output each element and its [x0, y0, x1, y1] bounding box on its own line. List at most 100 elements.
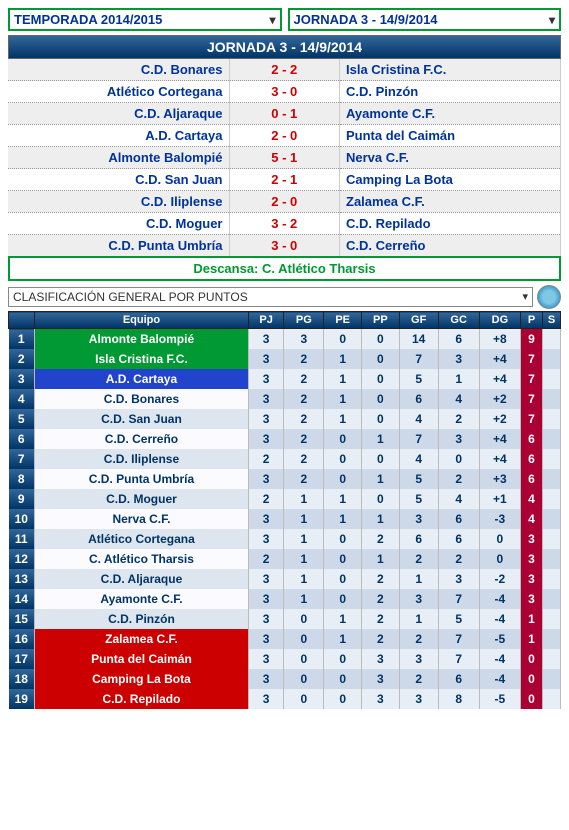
pj-cell: 2	[248, 549, 283, 569]
home-team[interactable]: C.D. San Juan	[8, 169, 229, 191]
team-cell[interactable]: Atlético Cortegana	[35, 529, 249, 549]
away-team[interactable]: Isla Cristina F.C.	[340, 59, 561, 81]
col-gc[interactable]: GC	[438, 312, 479, 329]
gc-cell: 3	[438, 349, 479, 369]
season-select[interactable]: TEMPORADA 2014/2015	[8, 8, 282, 31]
home-team[interactable]: C.D. Iliplense	[8, 191, 229, 213]
globe-icon[interactable]	[537, 285, 561, 309]
pe-cell: 0	[324, 569, 362, 589]
team-cell[interactable]: Nerva C.F.	[35, 509, 249, 529]
team-cell[interactable]: Zalamea C.F.	[35, 629, 249, 649]
pp-cell: 2	[362, 609, 400, 629]
score[interactable]: 2 - 1	[229, 169, 340, 191]
gf-cell: 5	[399, 489, 438, 509]
team-cell[interactable]: Punta del Caimán	[35, 649, 249, 669]
score[interactable]: 2 - 0	[229, 191, 340, 213]
pj-cell: 3	[248, 389, 283, 409]
team-cell[interactable]: Almonte Balompié	[35, 329, 249, 350]
team-cell[interactable]: C.D. Moguer	[35, 489, 249, 509]
pos-cell: 9	[9, 489, 35, 509]
away-team[interactable]: C.D. Repilado	[340, 213, 561, 235]
away-team[interactable]: Ayamonte C.F.	[340, 103, 561, 125]
team-cell[interactable]: C.D. San Juan	[35, 409, 249, 429]
col-pg[interactable]: PG	[284, 312, 324, 329]
col-s[interactable]: S	[543, 312, 561, 329]
home-team[interactable]: C.D. Moguer	[8, 213, 229, 235]
gf-cell: 7	[399, 349, 438, 369]
s-cell	[543, 549, 561, 569]
team-cell[interactable]: C.D. Iliplense	[35, 449, 249, 469]
dg-cell: +3	[479, 469, 520, 489]
away-team[interactable]: Camping La Bota	[340, 169, 561, 191]
score[interactable]: 5 - 1	[229, 147, 340, 169]
pos-cell: 8	[9, 469, 35, 489]
gc-cell: 3	[438, 569, 479, 589]
match-row: C.D. Iliplense2 - 0Zalamea C.F.	[8, 191, 561, 213]
col-equipo[interactable]: Equipo	[35, 312, 249, 329]
away-team[interactable]: Punta del Caimán	[340, 125, 561, 147]
gc-cell: 6	[438, 669, 479, 689]
gf-cell: 1	[399, 609, 438, 629]
away-team[interactable]: C.D. Cerreño	[340, 235, 561, 257]
score[interactable]: 0 - 1	[229, 103, 340, 125]
pp-cell: 2	[362, 589, 400, 609]
gc-cell: 7	[438, 649, 479, 669]
gf-cell: 3	[399, 589, 438, 609]
pts-cell: 3	[521, 529, 543, 549]
pp-cell: 3	[362, 649, 400, 669]
standings-row: 2Isla Cristina F.C.321073+47	[9, 349, 561, 369]
pos-cell: 16	[9, 629, 35, 649]
home-team[interactable]: Atlético Cortegana	[8, 81, 229, 103]
team-cell[interactable]: A.D. Cartaya	[35, 369, 249, 389]
team-cell[interactable]: C. Atlético Tharsis	[35, 549, 249, 569]
team-cell[interactable]: Ayamonte C.F.	[35, 589, 249, 609]
team-cell[interactable]: C.D. Aljaraque	[35, 569, 249, 589]
score[interactable]: 3 - 2	[229, 213, 340, 235]
home-team[interactable]: C.D. Punta Umbría	[8, 235, 229, 257]
gc-cell: 2	[438, 549, 479, 569]
home-team[interactable]: Almonte Balompié	[8, 147, 229, 169]
col-p[interactable]: P	[521, 312, 543, 329]
col-gf[interactable]: GF	[399, 312, 438, 329]
score[interactable]: 3 - 0	[229, 235, 340, 257]
pg-cell: 2	[284, 389, 324, 409]
classification-select[interactable]: CLASIFICACIÓN GENERAL POR PUNTOS	[8, 287, 533, 307]
score[interactable]: 2 - 0	[229, 125, 340, 147]
team-cell[interactable]: C.D. Cerreño	[35, 429, 249, 449]
gc-cell: 4	[438, 489, 479, 509]
away-team[interactable]: C.D. Pinzón	[340, 81, 561, 103]
pts-cell: 6	[521, 469, 543, 489]
standings-row: 10Nerva C.F.311136-34	[9, 509, 561, 529]
home-team[interactable]: C.D. Bonares	[8, 59, 229, 81]
gc-cell: 6	[438, 329, 479, 350]
home-team[interactable]: C.D. Aljaraque	[8, 103, 229, 125]
standings-row: 15C.D. Pinzón301215-41	[9, 609, 561, 629]
pp-cell: 2	[362, 529, 400, 549]
s-cell	[543, 389, 561, 409]
pos-cell: 3	[9, 369, 35, 389]
home-team[interactable]: A.D. Cartaya	[8, 125, 229, 147]
col-pp[interactable]: PP	[362, 312, 400, 329]
round-label: JORNADA 3 - 14/9/2014	[294, 12, 438, 27]
pe-cell: 0	[324, 469, 362, 489]
away-team[interactable]: Nerva C.F.	[340, 147, 561, 169]
team-cell[interactable]: C.D. Bonares	[35, 389, 249, 409]
team-cell[interactable]: C.D. Punta Umbría	[35, 469, 249, 489]
col-pj[interactable]: PJ	[248, 312, 283, 329]
col-pe[interactable]: PE	[324, 312, 362, 329]
score[interactable]: 2 - 2	[229, 59, 340, 81]
team-cell[interactable]: Isla Cristina F.C.	[35, 349, 249, 369]
pe-cell: 1	[324, 609, 362, 629]
round-select[interactable]: JORNADA 3 - 14/9/2014	[288, 8, 562, 31]
score[interactable]: 3 - 0	[229, 81, 340, 103]
away-team[interactable]: Zalamea C.F.	[340, 191, 561, 213]
pg-cell: 0	[284, 669, 324, 689]
col-dg[interactable]: DG	[479, 312, 520, 329]
team-cell[interactable]: Camping La Bota	[35, 669, 249, 689]
gf-cell: 7	[399, 429, 438, 449]
pe-cell: 0	[324, 529, 362, 549]
pg-cell: 3	[284, 329, 324, 350]
team-cell[interactable]: C.D. Pinzón	[35, 609, 249, 629]
pe-cell: 0	[324, 329, 362, 350]
team-cell[interactable]: C.D. Repilado	[35, 689, 249, 709]
